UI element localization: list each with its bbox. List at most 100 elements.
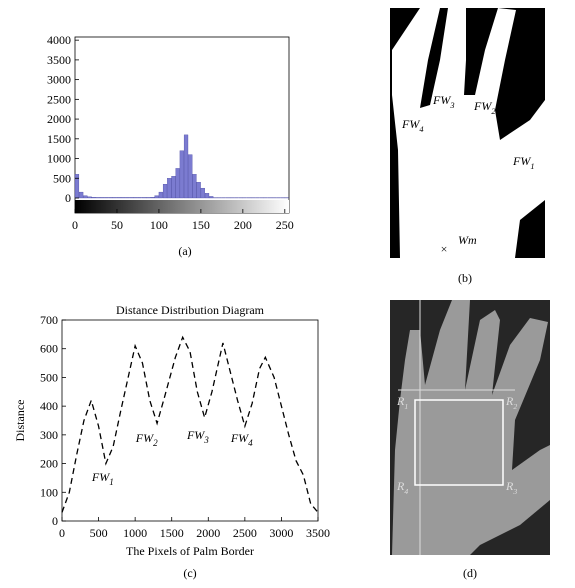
label-subscript: 2 xyxy=(491,107,495,116)
label-text: FW xyxy=(473,99,492,113)
label-subscript: 4 xyxy=(419,125,423,134)
caption: (b) xyxy=(458,271,472,285)
label: FW1 xyxy=(512,154,535,171)
x-tick-label: 2000 xyxy=(196,526,220,540)
x-tick-label: 3500 xyxy=(306,526,330,540)
x-tick-label: 0 xyxy=(72,218,78,232)
label: FW4 xyxy=(401,117,424,134)
gray-scale-bar xyxy=(75,200,289,213)
label-subscript: 2 xyxy=(513,402,517,411)
bar xyxy=(141,197,147,199)
x-tick-label: 100 xyxy=(150,218,168,232)
bar xyxy=(83,195,88,199)
y-tick-label: 3500 xyxy=(47,53,71,67)
bar xyxy=(79,191,84,199)
bar xyxy=(108,197,113,199)
bar xyxy=(188,154,193,199)
label: FW3 xyxy=(186,428,209,445)
palm-gray-image xyxy=(390,300,550,555)
y-tick-label: 300 xyxy=(40,428,58,442)
label-text: R xyxy=(396,394,405,408)
label-text: FW xyxy=(91,470,110,484)
label-subscript: 3 xyxy=(203,435,209,445)
bar xyxy=(154,195,159,199)
x-tick-label: 3000 xyxy=(269,526,293,540)
y-tick-label: 600 xyxy=(40,342,58,356)
label-text: FW xyxy=(186,428,205,442)
label: FW2 xyxy=(473,99,496,116)
x-tick-label: 250 xyxy=(276,218,294,232)
bar xyxy=(87,196,92,199)
y-tick-label: 700 xyxy=(40,313,58,327)
label-subscript: 4 xyxy=(404,487,408,496)
y-tick-label: 0 xyxy=(52,514,58,528)
label: R2 xyxy=(505,394,517,411)
bar xyxy=(95,197,101,199)
label-subscript: 1 xyxy=(404,402,408,411)
caption: (c) xyxy=(183,566,196,580)
label-subscript: 1 xyxy=(109,477,114,487)
caption: (a) xyxy=(178,244,191,258)
bar xyxy=(100,197,105,199)
chart-title: Distance Distribution Diagram xyxy=(116,303,265,317)
x-tick-label: 2500 xyxy=(233,526,257,540)
bar xyxy=(116,197,122,199)
bar xyxy=(200,187,205,199)
bar xyxy=(196,182,201,199)
y-tick-label: 4000 xyxy=(47,33,71,47)
bar xyxy=(150,197,155,199)
bar xyxy=(104,197,109,199)
label: R4 xyxy=(396,479,408,496)
y-tick-label: 500 xyxy=(53,171,71,185)
label: Wm xyxy=(458,233,477,247)
bar xyxy=(183,134,189,199)
palm-binary-image: × xyxy=(390,8,545,258)
y-tick-label: 500 xyxy=(40,370,58,384)
label-text: FW xyxy=(432,93,451,107)
plot-frame xyxy=(61,319,319,522)
bar xyxy=(192,174,197,199)
y-axis-label: Distance xyxy=(13,400,27,442)
bar xyxy=(133,197,138,199)
bar xyxy=(175,168,180,199)
caption: (d) xyxy=(463,566,477,580)
bar xyxy=(91,197,96,199)
label: R3 xyxy=(505,479,517,496)
y-tick-label: 3000 xyxy=(47,73,71,87)
y-tick-label: 100 xyxy=(40,485,58,499)
y-tick-label: 1500 xyxy=(47,132,71,146)
bar xyxy=(146,197,151,199)
bar xyxy=(129,197,134,199)
x-tick-label: 1000 xyxy=(123,526,147,540)
y-tick-label: 0 xyxy=(65,191,71,205)
bar xyxy=(179,150,184,199)
label: FW1 xyxy=(91,470,114,487)
label-subscript: 3 xyxy=(449,101,454,110)
label-subscript: 1 xyxy=(530,162,534,171)
label-subscript: 2 xyxy=(153,438,158,448)
label-subscript: 4 xyxy=(248,438,253,448)
label: R1 xyxy=(396,394,408,411)
x-axis-label: The Pixels of Palm Border xyxy=(126,544,254,558)
y-tick-label: 2500 xyxy=(47,92,71,106)
label-text: FW xyxy=(135,431,154,445)
x-tick-label: 500 xyxy=(90,526,108,540)
bar xyxy=(171,176,176,199)
label: FW3 xyxy=(432,93,455,110)
label: FW4 xyxy=(230,431,253,448)
x-tick-label: 0 xyxy=(59,526,65,540)
label-text: FW xyxy=(230,431,249,445)
y-tick-label: 200 xyxy=(40,457,58,471)
bar xyxy=(158,191,163,199)
label-text: R xyxy=(505,479,514,493)
y-tick-label: 1000 xyxy=(47,152,71,166)
x-tick-label: 50 xyxy=(111,218,123,232)
bar xyxy=(137,197,142,199)
label-text: FW xyxy=(512,154,531,168)
line-series xyxy=(61,335,319,513)
bar xyxy=(162,184,168,199)
label: FW2 xyxy=(135,431,158,448)
y-tick-label: 2000 xyxy=(47,112,71,126)
x-tick-label: 150 xyxy=(192,218,210,232)
